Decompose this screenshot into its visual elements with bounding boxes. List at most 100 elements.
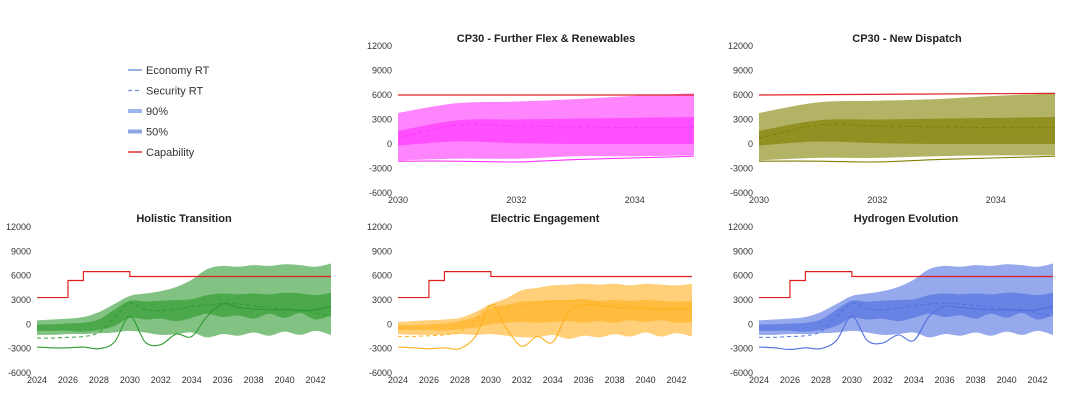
x-tick-label: 2032 bbox=[512, 375, 532, 385]
plot-area bbox=[398, 93, 694, 163]
y-tick-label: 12000 bbox=[728, 41, 753, 51]
y-tick-label: 0 bbox=[387, 319, 392, 329]
x-tick-label: 2042 bbox=[306, 375, 326, 385]
legend-item: Economy RT bbox=[128, 65, 210, 77]
y-tick-label: 9000 bbox=[11, 246, 31, 256]
chart-electric: Electric Engagement -6000 -3000 0 3000 6000 90… bbox=[367, 213, 692, 385]
security-rt-line bbox=[398, 123, 694, 139]
chart-cp30-flex: CP30 - Further Flex & Renewables -6000 -30… bbox=[367, 33, 694, 205]
y-tick-label: -3000 bbox=[369, 344, 392, 354]
legend-item: 50% bbox=[128, 127, 168, 139]
y-tick-label: -6000 bbox=[369, 188, 392, 198]
x-tick-label: 2034 bbox=[986, 195, 1006, 205]
y-tick-label: 6000 bbox=[372, 90, 392, 100]
x-tick-label: 2032 bbox=[506, 195, 526, 205]
security-rt-line bbox=[759, 302, 1053, 338]
x-tick-label: 2026 bbox=[419, 375, 439, 385]
chart-title: CP30 - Further Flex & Renewables bbox=[457, 33, 636, 45]
plot-area bbox=[759, 263, 1053, 351]
x-tick-label: 2038 bbox=[244, 375, 264, 385]
band-50 bbox=[759, 117, 1055, 146]
plot-area bbox=[398, 271, 692, 350]
security-rt-line bbox=[759, 123, 1055, 139]
y-tick-label: 0 bbox=[748, 139, 753, 149]
y-tick-label: 6000 bbox=[733, 271, 753, 281]
legend-item: Capability bbox=[128, 147, 195, 159]
y-tick-label: -6000 bbox=[369, 368, 392, 378]
band-50 bbox=[398, 117, 694, 146]
x-tick-label: 2028 bbox=[450, 375, 470, 385]
x-tick-label: 2030 bbox=[481, 375, 501, 385]
economy-rt-line bbox=[398, 155, 694, 163]
x-tick-label: 2038 bbox=[605, 375, 625, 385]
economy-rt-line bbox=[759, 155, 1055, 163]
x-tick-label: 2038 bbox=[966, 375, 986, 385]
x-tick-label: 2028 bbox=[89, 375, 109, 385]
x-tick-label: 2030 bbox=[749, 195, 769, 205]
economy-rt-line bbox=[37, 303, 331, 350]
x-tick-label: 2034 bbox=[182, 375, 202, 385]
x-tick-label: 2024 bbox=[749, 375, 769, 385]
x-tick-label: 2040 bbox=[636, 375, 656, 385]
x-tick-label: 2024 bbox=[388, 375, 408, 385]
chart-title: CP30 - New Dispatch bbox=[852, 33, 962, 45]
y-tick-label: 0 bbox=[748, 319, 753, 329]
y-tick-label: -6000 bbox=[730, 368, 753, 378]
y-tick-label: 6000 bbox=[733, 90, 753, 100]
charts: CP30 - Further Flex & Renewables -6000 -30… bbox=[6, 33, 1055, 385]
x-tick-label: 2034 bbox=[625, 195, 645, 205]
y-tick-label: 3000 bbox=[372, 115, 392, 125]
y-tick-label: -3000 bbox=[369, 164, 392, 174]
plot-area bbox=[37, 263, 331, 350]
y-tick-label: 3000 bbox=[11, 295, 31, 305]
x-tick-label: 2030 bbox=[842, 375, 862, 385]
y-tick-label: -6000 bbox=[8, 368, 31, 378]
y-tick-label: 12000 bbox=[6, 222, 31, 232]
capability-line bbox=[759, 92, 1055, 96]
x-tick-label: 2030 bbox=[388, 195, 408, 205]
y-tick-label: 3000 bbox=[733, 115, 753, 125]
x-tick-label: 2040 bbox=[997, 375, 1017, 385]
security-rt-line bbox=[37, 302, 331, 339]
legend: Economy RT Security RT 90% 50% Capability bbox=[128, 65, 210, 159]
economy-rt-line bbox=[759, 305, 1053, 351]
y-tick-label: 12000 bbox=[367, 222, 392, 232]
x-tick-label: 2036 bbox=[935, 375, 955, 385]
y-tick-label: 9000 bbox=[372, 246, 392, 256]
chart-title: Hydrogen Evolution bbox=[854, 213, 959, 225]
y-tick-label: 6000 bbox=[11, 271, 31, 281]
y-tick-label: 9000 bbox=[372, 66, 392, 76]
y-tick-label: 9000 bbox=[733, 246, 753, 256]
y-tick-label: -3000 bbox=[730, 164, 753, 174]
chart-hydrogen: Hydrogen Evolution -6000 -3000 0 3000 6000 900… bbox=[728, 213, 1053, 385]
y-tick-label: 0 bbox=[387, 139, 392, 149]
chart-title: Electric Engagement bbox=[491, 213, 600, 225]
x-tick-label: 2040 bbox=[275, 375, 295, 385]
x-tick-label: 2032 bbox=[151, 375, 171, 385]
y-tick-label: 3000 bbox=[372, 295, 392, 305]
x-tick-label: 2024 bbox=[27, 375, 47, 385]
capability-line bbox=[37, 271, 331, 299]
x-tick-label: 2028 bbox=[811, 375, 831, 385]
y-tick-label: -3000 bbox=[730, 344, 753, 354]
chart-holistic: Holistic Transition -6000 -3000 0 3000 6000 90… bbox=[6, 213, 331, 385]
capability-line bbox=[759, 271, 1053, 299]
y-tick-label: -3000 bbox=[8, 344, 31, 354]
x-tick-label: 2034 bbox=[904, 375, 924, 385]
legend-item: 90% bbox=[128, 106, 168, 118]
x-tick-label: 2034 bbox=[543, 375, 563, 385]
y-tick-label: 6000 bbox=[372, 271, 392, 281]
x-tick-label: 2036 bbox=[213, 375, 233, 385]
legend-item: Security RT bbox=[128, 86, 204, 98]
y-tick-label: 0 bbox=[26, 319, 31, 329]
economy-rt-line bbox=[398, 303, 692, 350]
legend-label: Capability bbox=[146, 147, 195, 159]
chart-title: Holistic Transition bbox=[136, 213, 232, 225]
x-tick-label: 2030 bbox=[120, 375, 140, 385]
x-tick-label: 2032 bbox=[873, 375, 893, 385]
chart-cp30-dispatch: CP30 - New Dispatch -6000 -3000 0 3000 6000 90… bbox=[728, 33, 1055, 205]
y-tick-label: 9000 bbox=[733, 66, 753, 76]
legend-label: Economy RT bbox=[146, 65, 210, 77]
x-tick-label: 2042 bbox=[667, 375, 687, 385]
